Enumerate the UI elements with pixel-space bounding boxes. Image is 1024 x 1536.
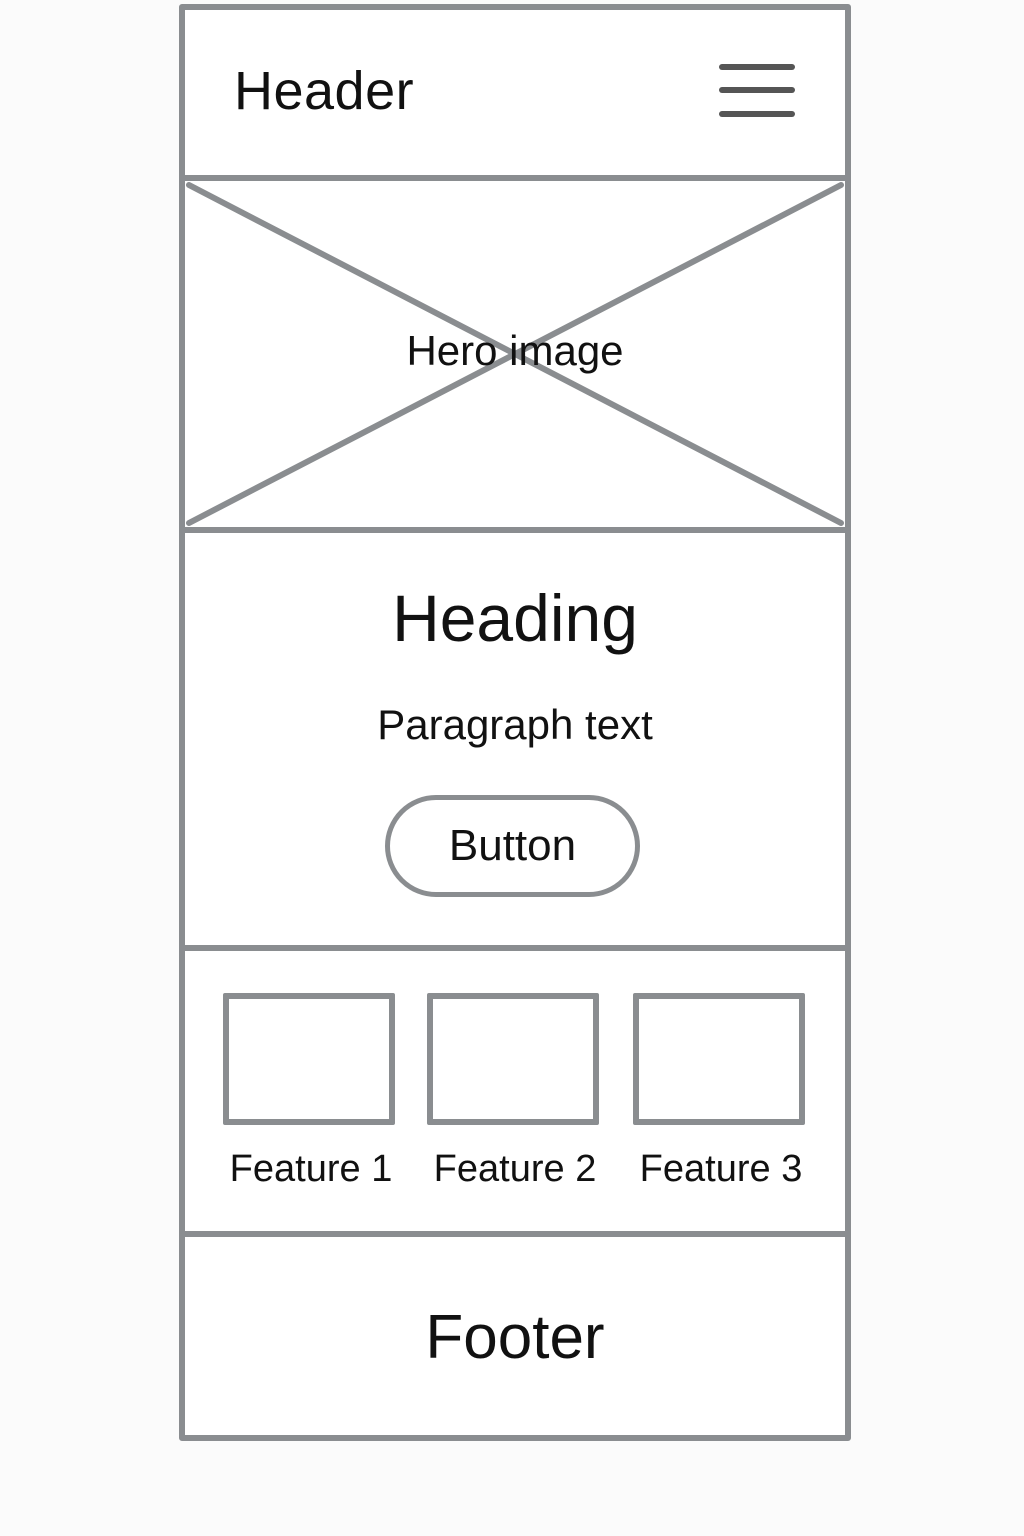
feature-image-placeholder (633, 993, 805, 1125)
menu-line-middle (719, 87, 795, 93)
feature-label: Feature 2 (433, 1148, 597, 1190)
footer-title: Footer (425, 1303, 605, 1372)
hero-image-placeholder: Hero image (185, 181, 845, 527)
divider-hero-content (185, 527, 845, 533)
divider-content-features (185, 945, 845, 951)
primary-button[interactable]: Button (385, 795, 640, 897)
divider-header-hero (185, 175, 845, 181)
menu-line-bottom (719, 111, 795, 117)
content-heading: Heading (392, 581, 638, 655)
hero-cross-icon (186, 182, 844, 526)
wireframe-frame: Header Hero image Heading Paragraph text… (179, 4, 851, 1441)
header-title: Header (234, 61, 415, 121)
feature-image-placeholder (427, 993, 599, 1125)
divider-features-footer (185, 1231, 845, 1237)
features-section: Feature 1 Feature 2 Feature 3 (185, 951, 845, 1231)
content-paragraph: Paragraph text (377, 701, 653, 748)
feature-card-3: Feature 3 (633, 993, 809, 1191)
hero-image-label: Hero image (406, 327, 624, 374)
hamburger-menu-icon[interactable] (719, 64, 795, 124)
content-section: Heading Paragraph text Button (185, 533, 845, 945)
menu-line-top (719, 64, 795, 70)
header-section: Header (185, 10, 845, 175)
feature-image-placeholder (223, 993, 395, 1125)
feature-card-1: Feature 1 (223, 993, 399, 1191)
feature-card-2: Feature 2 (427, 993, 603, 1191)
feature-label: Feature 3 (639, 1148, 803, 1190)
footer-section: Footer (185, 1237, 845, 1435)
feature-label: Feature 1 (229, 1148, 393, 1190)
